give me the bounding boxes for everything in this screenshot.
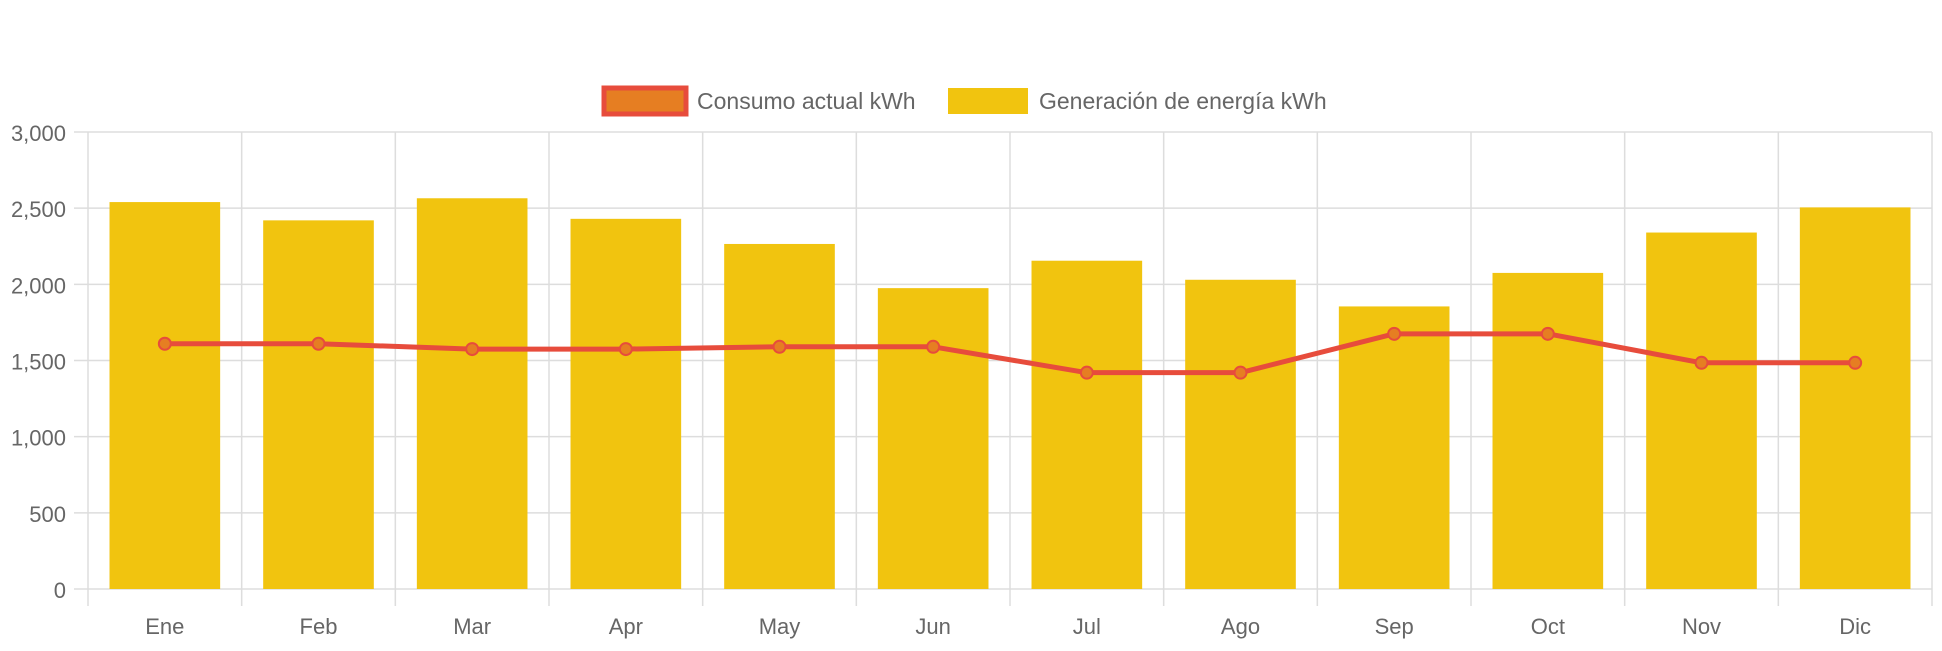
bar-oct[interactable]	[1492, 272, 1604, 589]
x-tick-label: Feb	[300, 614, 338, 639]
legend-label-consumption[interactable]: Consumo actual kWh	[697, 88, 916, 114]
bar-ene[interactable]	[109, 202, 221, 589]
x-tick-label: Nov	[1682, 614, 1721, 639]
y-tick-label: 2,500	[11, 197, 66, 222]
legend-label-generation[interactable]: Generación de energía kWh	[1039, 88, 1327, 114]
line-point-dic[interactable]	[1848, 355, 1863, 370]
grid-layer	[74, 131, 1933, 606]
bar-nov[interactable]	[1646, 232, 1757, 590]
x-tick-label: Apr	[609, 614, 643, 639]
x-tick-label: Ago	[1221, 614, 1260, 639]
bar-apr[interactable]	[570, 218, 682, 589]
x-tick-label: Jun	[915, 614, 950, 639]
y-tick-label: 3,000	[11, 121, 66, 146]
line-point-ago[interactable]	[1233, 365, 1248, 380]
line-point-apr[interactable]	[618, 342, 633, 357]
bar-ago[interactable]	[1185, 279, 1296, 589]
x-tick-label: Oct	[1531, 614, 1565, 639]
line-layer	[157, 326, 1863, 380]
line-point-feb[interactable]	[311, 336, 326, 351]
bars-layer	[109, 198, 1911, 590]
line-point-oct[interactable]	[1540, 326, 1555, 341]
y-tick-label: 500	[29, 502, 66, 527]
x-tick-label: Dic	[1839, 614, 1871, 639]
x-tick-label: May	[759, 614, 801, 639]
y-tick-label: 1,000	[11, 426, 66, 451]
bar-jun[interactable]	[877, 288, 989, 589]
bar-may[interactable]	[724, 243, 835, 589]
y-tick-label: 0	[54, 578, 66, 603]
bar-jul[interactable]	[1031, 260, 1143, 589]
line-point-nov[interactable]	[1694, 355, 1709, 370]
x-tick-label: Jul	[1073, 614, 1101, 639]
bar-sep[interactable]	[1338, 306, 1450, 589]
line-point-may[interactable]	[772, 339, 787, 354]
x-tick-label: Ene	[145, 614, 184, 639]
line-point-ene[interactable]	[157, 336, 172, 351]
bar-dic[interactable]	[1799, 207, 1911, 589]
y-tick-label: 2,000	[11, 273, 66, 298]
line-point-jun[interactable]	[926, 339, 941, 354]
x-tick-label: Sep	[1375, 614, 1414, 639]
legend: Consumo actual kWh Generación de energía …	[601, 85, 1327, 117]
consumption-line	[164, 331, 1856, 376]
bar-feb[interactable]	[263, 220, 374, 589]
bar-mar[interactable]	[416, 198, 528, 589]
line-point-sep[interactable]	[1387, 326, 1402, 341]
line-point-mar[interactable]	[465, 342, 480, 357]
y-tick-label: 1,500	[11, 350, 66, 375]
x-tick-label: Mar	[453, 614, 491, 639]
axis-layer: 0 500 1,000 1,500 2,000 2,500 3,000 Ene Feb Mar Ap…	[11, 121, 1871, 639]
line-point-jul[interactable]	[1079, 365, 1094, 380]
legend-swatch-generation[interactable]	[948, 88, 1028, 114]
legend-swatch-consumption[interactable]	[601, 85, 689, 117]
